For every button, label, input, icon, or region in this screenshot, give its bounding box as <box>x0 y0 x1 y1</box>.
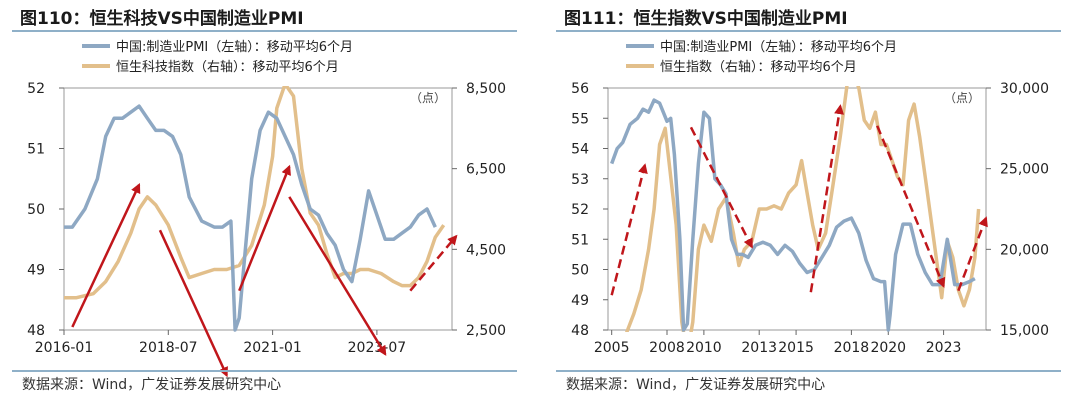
y-right-tick-label: 6,500 <box>466 162 506 178</box>
chart-hstech-vs-pmi: 48 49 50 51 52 2,500 4,500 6,500 8,500 （点） 2016-01… <box>27 40 506 378</box>
title-divider <box>12 30 517 32</box>
y-right-tick-label: 2,500 <box>466 323 506 339</box>
chart-panel-hsi: 图111：恒生指数VS中国制造业PMI 48 49 50 51 52 53 54 55 56 15… <box>556 0 1076 400</box>
trend-arrow <box>409 234 458 292</box>
y-right-tick-label: 8,500 <box>466 81 506 97</box>
y-left-tick-label: 50 <box>27 202 45 218</box>
y-left-tick-label: 52 <box>571 202 589 218</box>
y-left-tick-label: 53 <box>571 172 589 188</box>
series-line-pmi <box>64 104 437 332</box>
y-right-tick-label: 30,000 <box>1000 81 1049 97</box>
y-left-tick-label: 51 <box>571 232 589 248</box>
legend-label-pmi: 中国:制造业PMI（左轴）：移动平均6个月 <box>116 40 353 55</box>
legend-label-pmi: 中国:制造业PMI（左轴）：移动平均6个月 <box>660 40 897 55</box>
chart-title: 图111：恒生指数VS中国制造业PMI <box>564 9 848 29</box>
x-tick-label: 2023 <box>926 340 962 356</box>
y-left-tick-label: 48 <box>571 323 589 339</box>
chart-title: 图110：恒生科技VS中国制造业PMI <box>20 9 304 29</box>
source-divider <box>12 370 517 372</box>
y-left-tick-label: 49 <box>27 263 45 279</box>
x-tick-label: 2008 <box>649 340 685 356</box>
plot-frame <box>63 87 453 331</box>
x-tick-label: 2013 <box>741 340 777 356</box>
trend-arrow <box>876 125 946 288</box>
y-left-tick-label: 55 <box>571 111 589 127</box>
y-left-tick-label: 49 <box>571 293 589 309</box>
trend-arrow <box>288 196 387 356</box>
y-left-tick-label: 54 <box>571 142 589 158</box>
title-divider <box>556 30 1061 32</box>
y-left-tick-label: 50 <box>571 263 589 279</box>
x-tick-label: 2018-07 <box>139 340 198 356</box>
x-tick-label: 2021-01 <box>243 340 302 356</box>
trend-arrow <box>689 126 753 249</box>
y-right-tick-label: 20,000 <box>1000 242 1049 258</box>
y-left-tick-label: 48 <box>27 323 45 339</box>
legend-label-index: 恒生指数（右轴）：移动平均6个月 <box>660 60 857 75</box>
trend-arrow <box>957 216 988 292</box>
source-note: 数据来源：Wind，广发证券发展研究中心 <box>566 377 826 393</box>
x-tick-label: 2016-01 <box>35 340 94 356</box>
trend-arrow <box>809 104 845 293</box>
y-right-tick-label: 15,000 <box>1000 323 1049 339</box>
source-divider <box>556 370 1061 372</box>
chart-hsi-vs-pmi: 48 49 50 51 52 53 54 55 56 15,000 20,000 25,000 30,0… <box>571 40 1049 356</box>
y-left-tick-label: 56 <box>571 81 589 97</box>
y-right-tick-label: 25,000 <box>1000 162 1049 178</box>
series-line-index <box>64 86 446 300</box>
source-note: 数据来源：Wind，广发证券发展研究中心 <box>22 377 282 393</box>
x-tick-label: 2005 <box>594 340 630 356</box>
y-right-unit-label: （点） <box>944 91 980 105</box>
x-tick-label: 2018 <box>834 340 870 356</box>
y-left-tick-label: 52 <box>27 81 45 97</box>
y-right-tick-label: 4,500 <box>466 242 506 258</box>
y-left-tick-label: 51 <box>27 142 45 158</box>
series-line-index <box>624 86 981 332</box>
trend-arrow <box>71 182 141 328</box>
x-tick-label: 2015 <box>778 340 814 356</box>
x-tick-label: 2020 <box>870 340 906 356</box>
x-tick-label: 2010 <box>686 340 722 356</box>
trend-arrow <box>158 229 228 378</box>
legend-label-index: 恒生科技指数（右轴）：移动平均6个月 <box>116 60 339 75</box>
y-right-unit-label: （点） <box>410 91 446 105</box>
trend-arrow <box>610 163 648 296</box>
series-line-pmi <box>610 98 976 332</box>
trend-arrow <box>238 164 291 292</box>
chart-panel-hstech: 图110：恒生科技VS中国制造业PMI 48 49 50 51 52 2,500 4,500… <box>12 0 532 400</box>
